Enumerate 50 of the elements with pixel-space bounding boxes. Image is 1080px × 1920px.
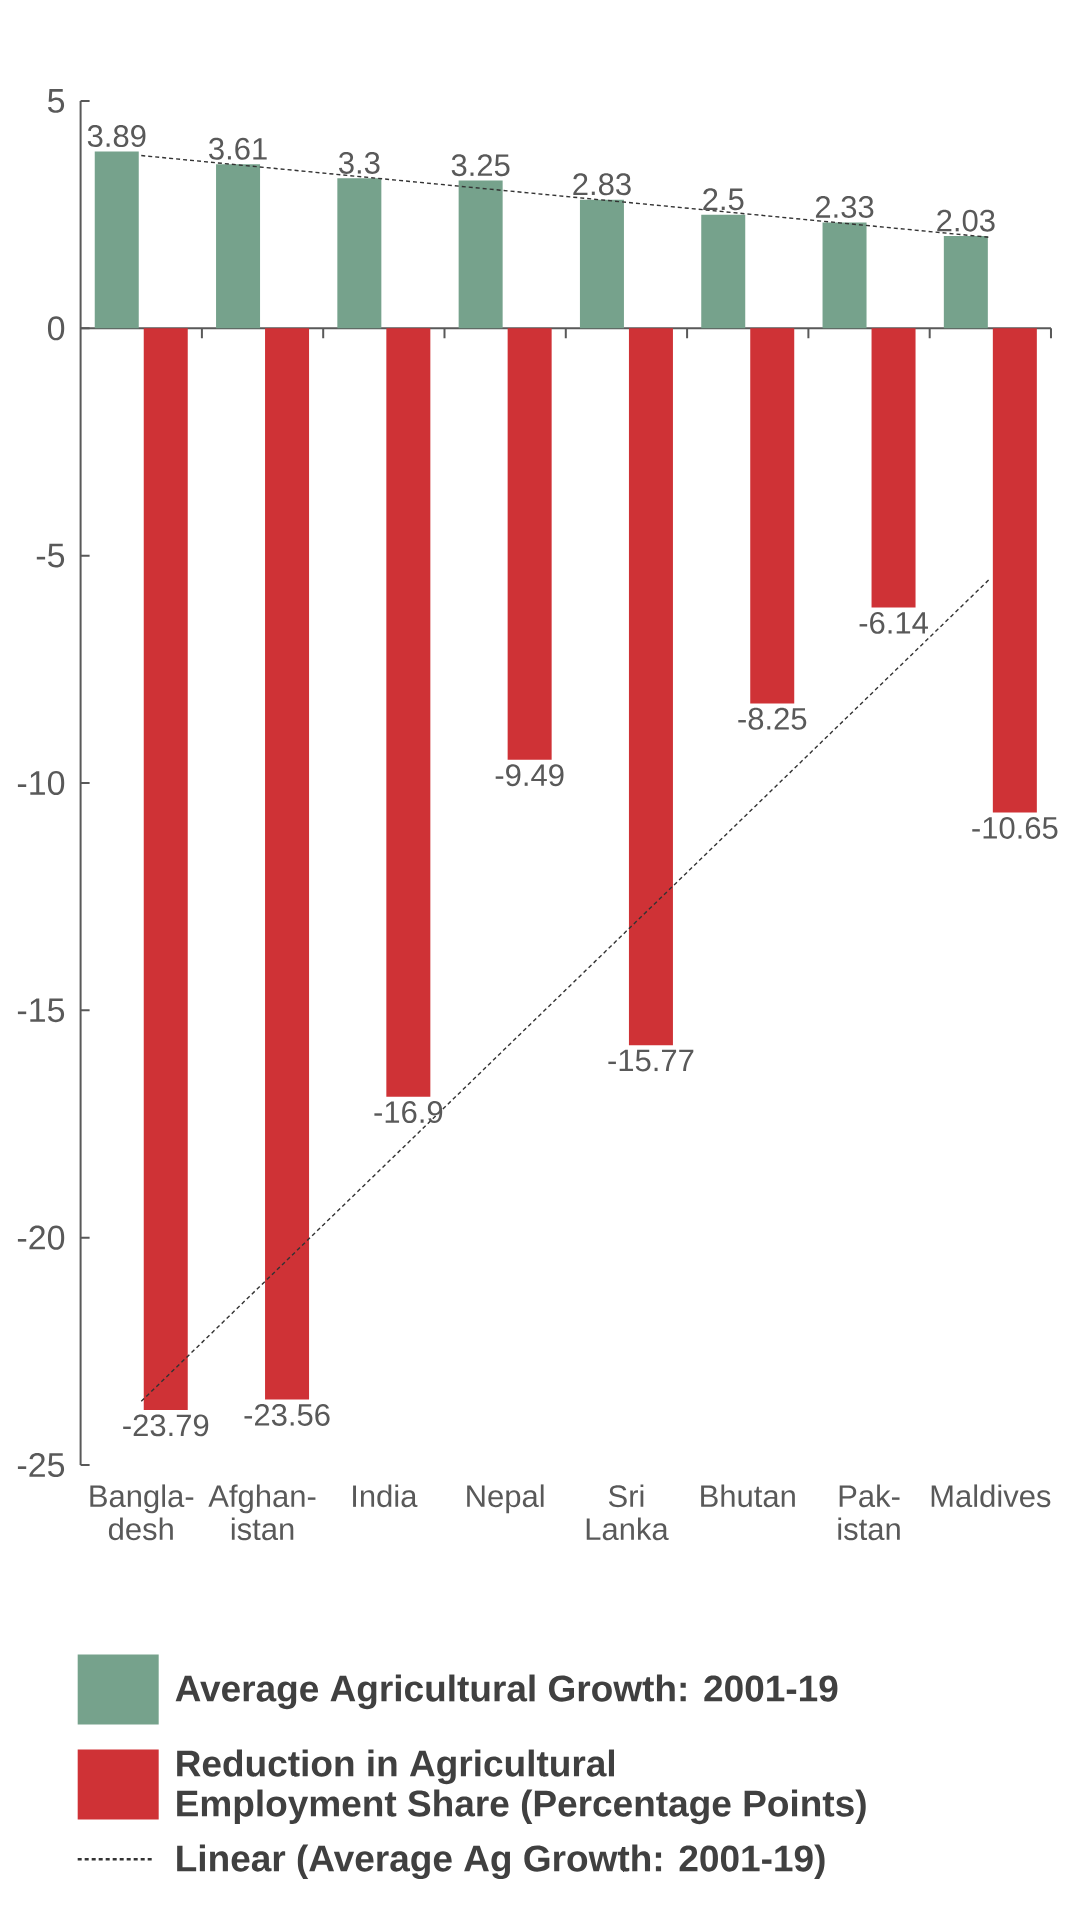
bar xyxy=(507,328,552,760)
bar xyxy=(337,178,382,329)
y-tick-label: -25 xyxy=(17,1452,65,1478)
data-label: 3.25 xyxy=(451,154,510,177)
y-tick-label: -15 xyxy=(17,998,65,1023)
bar xyxy=(386,328,431,1097)
data-label: -23.56 xyxy=(244,1403,330,1426)
bar xyxy=(579,199,624,329)
data-label: -23.79 xyxy=(123,1414,209,1437)
data-label: -10.65 xyxy=(972,816,1058,839)
y-tick-label: -20 xyxy=(17,1225,65,1250)
data-label: -16.9 xyxy=(374,1101,443,1124)
legend-label: Reduction in Agricultural Employment Share (Percentage Points) xyxy=(177,1749,866,1825)
bar xyxy=(871,328,916,608)
x-tick-label: Sri Lanka xyxy=(586,1484,669,1541)
data-label: -8.25 xyxy=(738,707,807,730)
bar xyxy=(992,328,1037,813)
bar xyxy=(216,164,261,329)
bar xyxy=(628,328,673,1046)
data-label: 2.03 xyxy=(937,209,995,232)
x-tick-label: Bangla- desh xyxy=(90,1484,194,1541)
data-label: -6.14 xyxy=(859,611,928,634)
y-tick-label: -10 xyxy=(17,770,65,796)
x-tick-label: India xyxy=(353,1484,418,1508)
x-tick-label: Afghan- istan xyxy=(208,1484,316,1541)
bar xyxy=(265,328,310,1400)
y-tick-label: -5 xyxy=(36,543,65,568)
data-label: 2.83 xyxy=(573,173,631,196)
bar xyxy=(822,222,867,329)
x-tick-label: Bhutan xyxy=(701,1484,795,1508)
y-tick-label: 5 xyxy=(47,89,65,113)
data-label: 3.61 xyxy=(209,137,267,160)
x-tick-label: Pak- istan xyxy=(838,1484,900,1541)
bar xyxy=(94,151,139,329)
data-label: 3.89 xyxy=(87,125,146,148)
data-label: -9.49 xyxy=(495,764,564,787)
x-tick-label: Maldives xyxy=(931,1484,1051,1508)
data-label: 2.5 xyxy=(703,188,744,211)
data-label: 3.3 xyxy=(338,151,380,174)
legend-label: Linear (Average Ag Growth: 2001-19) xyxy=(177,1844,825,1880)
data-label: 2.33 xyxy=(815,196,874,218)
bar xyxy=(943,236,988,329)
legend-label: Average Agricultural Growth: 2001-19 xyxy=(175,1674,838,1710)
bar xyxy=(143,328,188,1410)
data-label: -15.77 xyxy=(608,1049,694,1072)
bar xyxy=(750,328,795,704)
bar xyxy=(701,214,746,329)
bar xyxy=(458,180,503,329)
x-tick-label: Nepal xyxy=(467,1484,544,1514)
y-tick-label: 0 xyxy=(47,316,65,341)
